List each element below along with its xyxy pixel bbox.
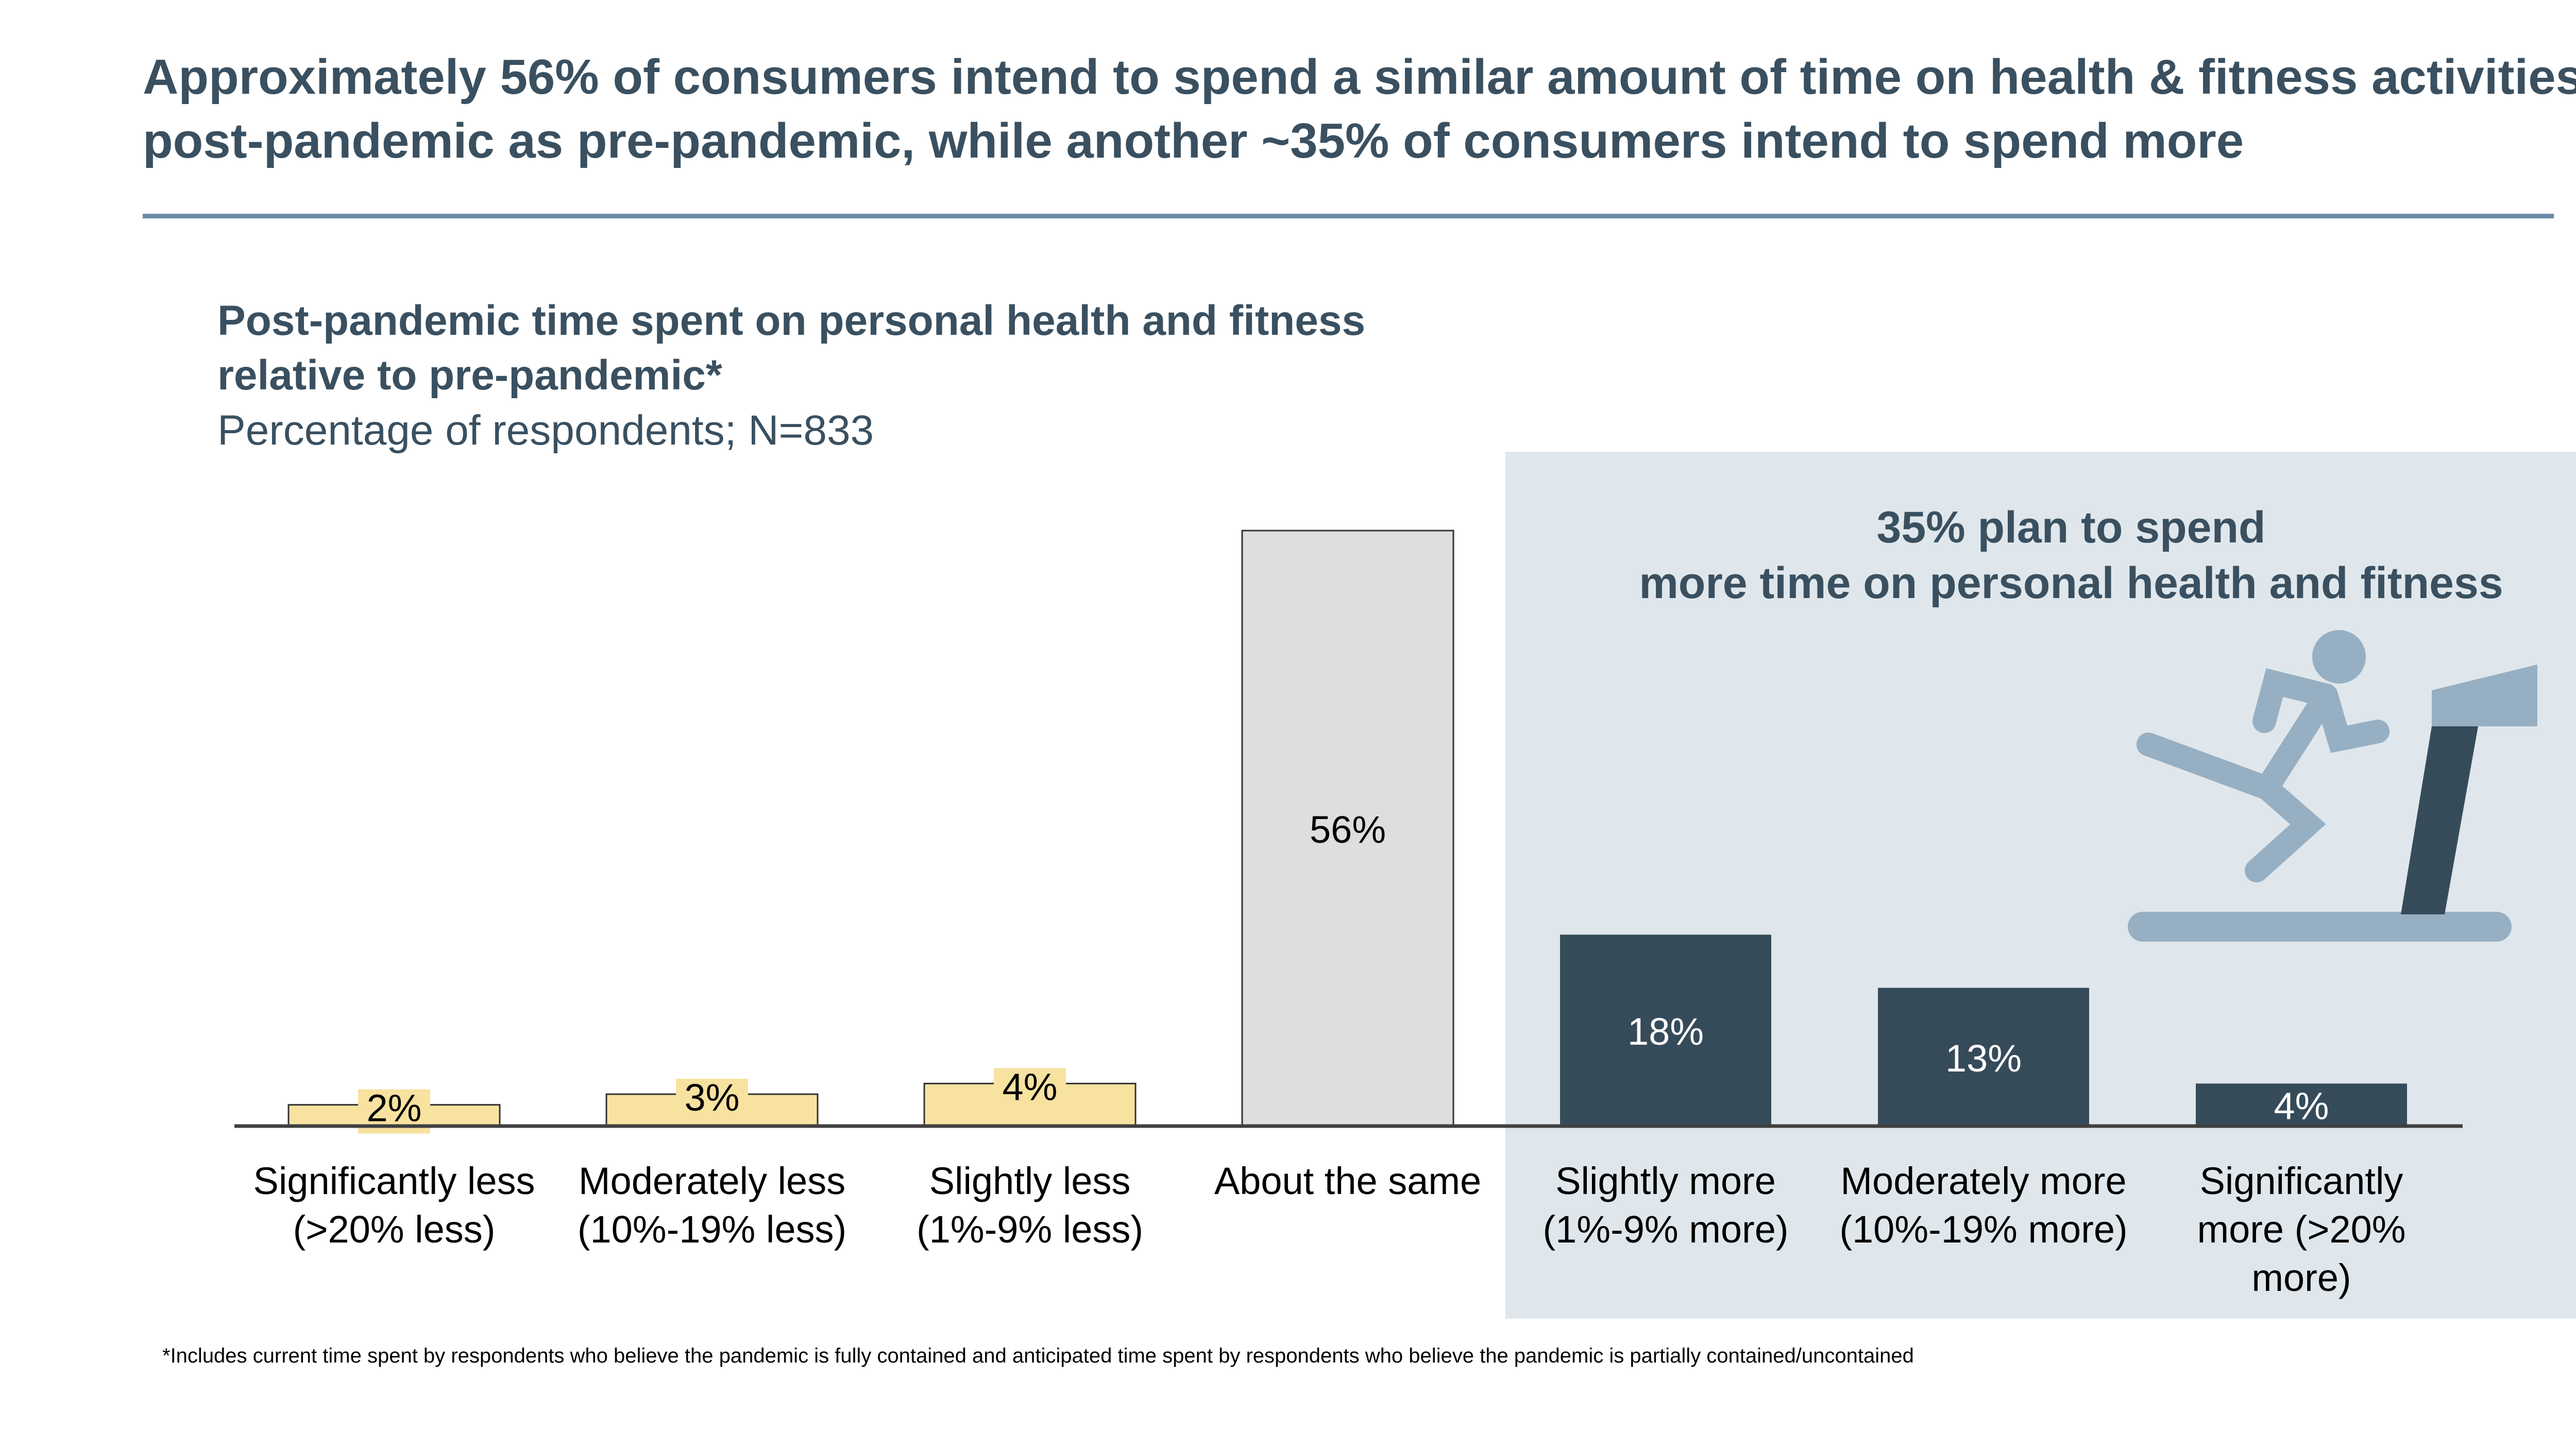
category-label-4-1: (1%-9% more) <box>1543 1208 1789 1251</box>
title-divider <box>143 214 2554 218</box>
callout-line-1: 35% plan to spend <box>1876 503 2266 552</box>
headline: Approximately 56% of consumers intend to… <box>143 49 2576 168</box>
data-label-5: 13% <box>1945 1037 2022 1080</box>
data-label-0: 2% <box>367 1087 422 1130</box>
category-label-5-1: (10%-19% more) <box>1839 1208 2127 1251</box>
data-label-2: 4% <box>1003 1065 1058 1108</box>
bar-3 <box>1241 530 1454 1127</box>
data-label-bg-1 <box>676 1079 748 1123</box>
category-label-3-0: About the same <box>1214 1160 1481 1202</box>
category-label-0-0: Significantly less <box>253 1160 535 1202</box>
bar-4 <box>1560 934 1771 1126</box>
data-label-4: 18% <box>1628 1010 1704 1053</box>
category-label-6-0: Significantly <box>2200 1160 2403 1202</box>
more-time-highlight-panel <box>1505 452 2576 1319</box>
category-label-6-2: more) <box>2251 1256 2351 1299</box>
data-label-1: 3% <box>685 1076 740 1119</box>
footnote: *Includes current time spent by responde… <box>162 1344 1914 1367</box>
data-label-bg-2 <box>994 1068 1066 1113</box>
chart-subtitle: Percentage of respondents; N=833 <box>217 407 874 454</box>
callout-text: 35% plan to spend more time on personal … <box>1571 500 2571 611</box>
category-label-1-0: Moderately less <box>579 1160 845 1202</box>
callout-line-2: more time on personal health and fitness <box>1639 558 2503 608</box>
category-label-1-1: (10%-19% less) <box>578 1208 846 1251</box>
treadmill-runner-icon <box>2128 630 2537 942</box>
category-label-2-0: Slightly less <box>929 1160 1131 1202</box>
category-label-0-1: (>20% less) <box>293 1208 496 1251</box>
category-label-6-1: more (>20% <box>2197 1208 2405 1251</box>
bar-6 <box>2196 1083 2407 1126</box>
chart-title: Post-pandemic time spent on personal hea… <box>217 297 1366 399</box>
data-label-6: 4% <box>2274 1085 2329 1128</box>
data-label-3: 56% <box>1310 808 1386 851</box>
category-label-5-0: Moderately more <box>1840 1160 2126 1202</box>
category-label-2-1: (1%-9% less) <box>917 1208 1143 1251</box>
category-label-4-0: Slightly more <box>1555 1160 1776 1202</box>
bar-5 <box>1878 988 2089 1126</box>
